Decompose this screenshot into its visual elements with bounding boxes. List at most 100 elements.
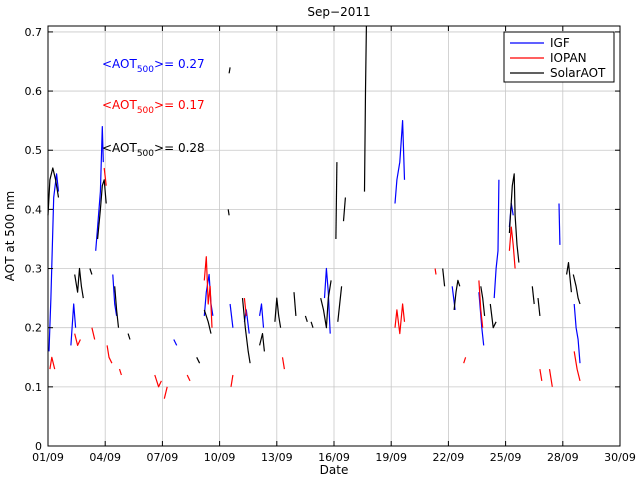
series-line-iopan [49, 356, 56, 370]
series-line-solaraot [335, 162, 338, 240]
series-line-solaraot [572, 274, 581, 305]
mean-aot-annotation: <AOT500>= 0.17 [102, 98, 205, 116]
series-iopan [49, 167, 581, 399]
series-line-igf [558, 203, 561, 245]
mean-aot-annotation: <AOT500>= 0.27 [102, 57, 205, 75]
y-tick-label: 0.2 [25, 322, 43, 335]
legend-label-iopan: IOPAN [550, 51, 587, 65]
series-line-solaraot [489, 303, 497, 329]
x-tick-label: 16/09 [318, 451, 350, 464]
series-line-solaraot [114, 286, 120, 328]
grid [48, 26, 620, 446]
series-line-iopan [74, 333, 81, 346]
series-line-solaraot [342, 197, 346, 222]
x-axis-title: Date [320, 463, 349, 477]
x-tick-label: 07/09 [147, 451, 179, 464]
y-tick-label: 0.4 [25, 203, 43, 216]
series-line-solaraot [74, 267, 84, 299]
y-tick-label: 0.3 [25, 263, 43, 276]
series-line-iopan [394, 303, 406, 335]
series-line-solaraot [508, 173, 520, 263]
y-tick-label: 0.7 [25, 26, 43, 39]
series-line-iopan [106, 345, 113, 364]
series-solaraot [47, 25, 581, 364]
series-line-solaraot [196, 357, 201, 364]
series-line-igf [323, 267, 331, 334]
series-line-iopan [103, 167, 107, 186]
x-tick-label: 22/09 [433, 451, 465, 464]
chart-title: Sep−2011 [307, 5, 370, 19]
series-line-igf [493, 179, 500, 299]
series-line-iopan [163, 386, 168, 399]
series-line-iopan [573, 351, 581, 382]
series-line-igf [394, 119, 406, 204]
x-tick-label: 19/09 [375, 451, 407, 464]
series-line-solaraot [566, 262, 572, 293]
series-line-solaraot [337, 286, 343, 322]
y-axis-title: AOT at 500 nm [3, 191, 17, 281]
series-line-iopan [539, 369, 543, 381]
series-line-solaraot [537, 298, 541, 316]
x-tick-label: 10/09 [204, 451, 236, 464]
series-line-igf [243, 309, 250, 334]
series-line-igf [573, 303, 581, 364]
x-tick-label: 28/09 [547, 451, 579, 464]
series-line-iopan [230, 374, 234, 387]
series-line-solaraot [531, 286, 535, 305]
series-line-solaraot [89, 268, 93, 275]
series-line-iopan [186, 374, 191, 382]
series-line-solaraot [293, 292, 297, 316]
series-line-igf [259, 303, 265, 328]
series-line-iopan [548, 369, 553, 387]
x-tick-label: 04/09 [89, 451, 121, 464]
legend-label-solaraot: SolarAOT [550, 66, 606, 80]
series-line-iopan [91, 327, 96, 340]
series-line-iopan [154, 374, 162, 388]
series-line-iopan [478, 280, 484, 328]
series-line-solaraot [453, 279, 461, 310]
series-line-solaraot [127, 333, 131, 340]
y-tick-label: 0.5 [25, 144, 43, 157]
series-line-solaraot [480, 286, 486, 316]
legend-box [503, 31, 615, 83]
y-tick-label: 0 [35, 440, 42, 453]
y-tick-label: 0.6 [25, 85, 43, 98]
series-line-solaraot [241, 298, 251, 364]
series-line-solaraot [442, 268, 446, 287]
series-line-igf [112, 274, 118, 316]
x-tick-label: 13/09 [261, 451, 293, 464]
series-line-solaraot [304, 315, 308, 322]
series-line-igf [173, 339, 178, 346]
series-line-igf [48, 173, 60, 352]
annotations: <AOT500>= 0.27 <AOT500>= 0.17 <AOT500>= 0.… [102, 57, 205, 159]
x-tick-label: 25/09 [490, 451, 522, 464]
series-line-igf [229, 303, 234, 328]
series-line-iopan [463, 357, 467, 364]
x-tick-label: 30/09 [604, 451, 636, 464]
series-line-solaraot [203, 309, 212, 334]
series-line-solaraot [320, 280, 332, 329]
series-line-solaraot [310, 321, 314, 328]
y-tick-label: 0.1 [25, 381, 43, 394]
series-line-solaraot [97, 179, 107, 240]
x-tick-label: 01/09 [32, 451, 64, 464]
axis-ticks: 01/09 04/09 07/09 10/09 13/09 16/09 19/09 22/09… [25, 26, 636, 464]
series-line-iopan [434, 268, 437, 275]
legend-label-igf: IGF [550, 36, 570, 50]
series-line-solaraot [259, 333, 265, 352]
series-line-solaraot [47, 167, 60, 216]
series-line-solaraot [274, 297, 282, 328]
series-line-igf [95, 125, 104, 251]
mean-aot-annotation: <AOT500>= 0.28 [102, 141, 205, 159]
series-line-iopan [118, 368, 122, 376]
series-line-iopan [243, 298, 247, 316]
series-line-solaraot [227, 209, 230, 216]
plot-area [47, 25, 581, 399]
series-igf [48, 119, 581, 364]
series-line-solaraot [363, 25, 367, 192]
series-line-iopan [281, 357, 285, 370]
series-line-iopan [508, 226, 516, 269]
series-line-iopan [203, 256, 213, 328]
